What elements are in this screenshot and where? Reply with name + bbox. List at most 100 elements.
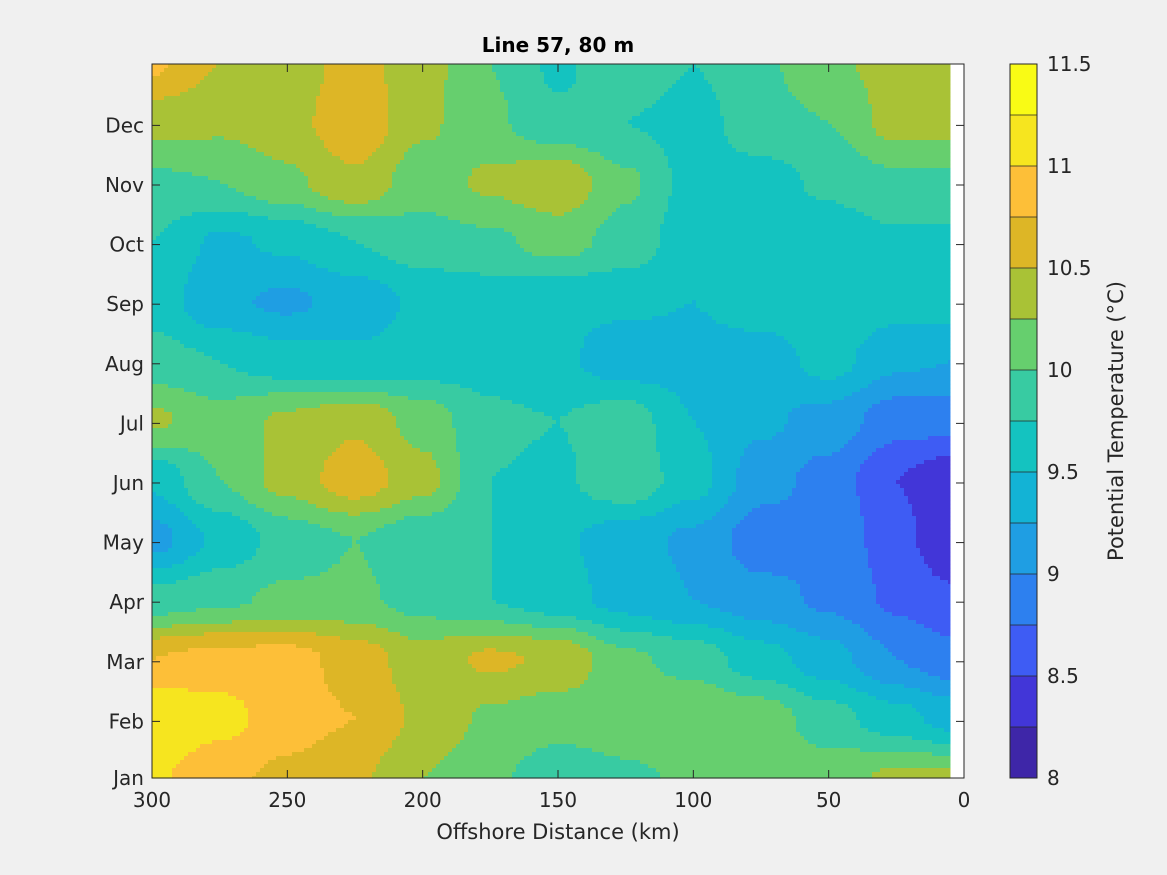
- contour-cell: [704, 436, 773, 441]
- contour-cell: [152, 684, 329, 689]
- contour-cell: [152, 768, 173, 773]
- contour-cell: [872, 216, 951, 221]
- contour-cell: [152, 216, 181, 221]
- contour-cell: [256, 644, 297, 649]
- contour-cell: [152, 528, 173, 533]
- contour-cell: [212, 464, 265, 469]
- contour-cell: [372, 336, 585, 341]
- contour-cell: [672, 180, 805, 185]
- contour-cell: [712, 452, 745, 457]
- contour-cell: [152, 664, 321, 669]
- contour-cell: [860, 464, 917, 469]
- contour-cell: [152, 292, 185, 297]
- contour-cell: [852, 144, 951, 149]
- contour-cell: [576, 628, 621, 633]
- contour-cell: [152, 732, 241, 737]
- contour-cell: [336, 728, 401, 733]
- contour-cell: [916, 532, 951, 537]
- contour-cell: [444, 108, 509, 113]
- contour-cell: [508, 112, 641, 117]
- contour-cell: [404, 720, 473, 725]
- contour-cell: [676, 568, 749, 573]
- contour-cell: [152, 588, 261, 593]
- contour-cell: [320, 472, 389, 477]
- contour-cell: [408, 636, 445, 641]
- contour-cell: [736, 472, 797, 477]
- contour-cell: [192, 264, 317, 269]
- contour-cell: [576, 744, 817, 749]
- contour-cell: [860, 152, 951, 157]
- contour-cell: [852, 660, 905, 665]
- contour-cell: [712, 316, 951, 321]
- contour-cell: [152, 340, 181, 345]
- contour-cell: [200, 572, 321, 577]
- contour-cell: [152, 668, 325, 673]
- contour-cell: [872, 776, 951, 779]
- contour-cell: [308, 500, 401, 505]
- contour-cell: [260, 540, 353, 545]
- contour-cell: [192, 520, 249, 525]
- contour-cell: [188, 516, 241, 521]
- contour-cell: [912, 736, 951, 741]
- contour-cell: [588, 676, 677, 681]
- contour-cell: [776, 680, 841, 685]
- contour-cell: [152, 296, 185, 301]
- contour-cell: [456, 448, 525, 453]
- contour-cell: [872, 676, 941, 681]
- contour-cell: [444, 120, 509, 125]
- contour-cell: [576, 456, 661, 461]
- contour-cell: [924, 716, 951, 721]
- contour-cell: [276, 492, 337, 497]
- contour-cell: [152, 80, 201, 85]
- contour-cell: [388, 132, 441, 137]
- contour-cell: [864, 524, 917, 529]
- contour-cell: [444, 92, 505, 97]
- contour-cell: [228, 184, 309, 189]
- contour-cell: [156, 236, 205, 241]
- contour-cell: [712, 456, 741, 461]
- contour-cell: [452, 500, 493, 505]
- contour-cell: [656, 488, 709, 493]
- contour-cell: [408, 440, 457, 445]
- contour-cell: [492, 536, 581, 541]
- contour-cell: [444, 104, 509, 109]
- contour-cell: [312, 304, 401, 309]
- contour-cell: [380, 644, 581, 649]
- contour-cell: [848, 648, 889, 653]
- contour-cell: [440, 380, 641, 385]
- contour-cell: [912, 504, 951, 509]
- contour-cell: [708, 488, 737, 493]
- contour-cell: [448, 68, 493, 73]
- contour-cell: [152, 460, 169, 465]
- contour-cell: [796, 348, 857, 353]
- contour-cell: [380, 196, 505, 201]
- contour-cell: [652, 416, 693, 421]
- contour-cell: [460, 220, 605, 225]
- contour-cell: [152, 244, 201, 249]
- contour-cell: [152, 580, 177, 585]
- contour-cell: [712, 516, 745, 521]
- contour-cell: [164, 408, 297, 413]
- contour-cell: [492, 480, 577, 485]
- contour-cell: [468, 176, 593, 181]
- contour-cell: [820, 636, 873, 641]
- contour-cell: [740, 460, 809, 465]
- contour-cell: [796, 628, 865, 633]
- contour-cell: [396, 416, 453, 421]
- contour-cell: [800, 172, 951, 177]
- contour-cell: [168, 524, 197, 529]
- colorbar-swatch: [1010, 64, 1037, 115]
- contour-cell: [652, 660, 729, 665]
- contour-cell: [648, 764, 951, 769]
- contour-cell: [164, 96, 317, 101]
- contour-cell: [872, 404, 951, 409]
- contour-cell: [668, 540, 733, 545]
- x-tick-label: 300: [133, 788, 171, 812]
- contour-cell: [260, 588, 381, 593]
- contour-cell: [652, 656, 729, 661]
- contour-cell: [660, 224, 951, 229]
- contour-cell: [204, 352, 581, 357]
- contour-cell: [604, 220, 665, 225]
- contour-cell: [588, 632, 653, 637]
- contour-cell: [172, 420, 265, 425]
